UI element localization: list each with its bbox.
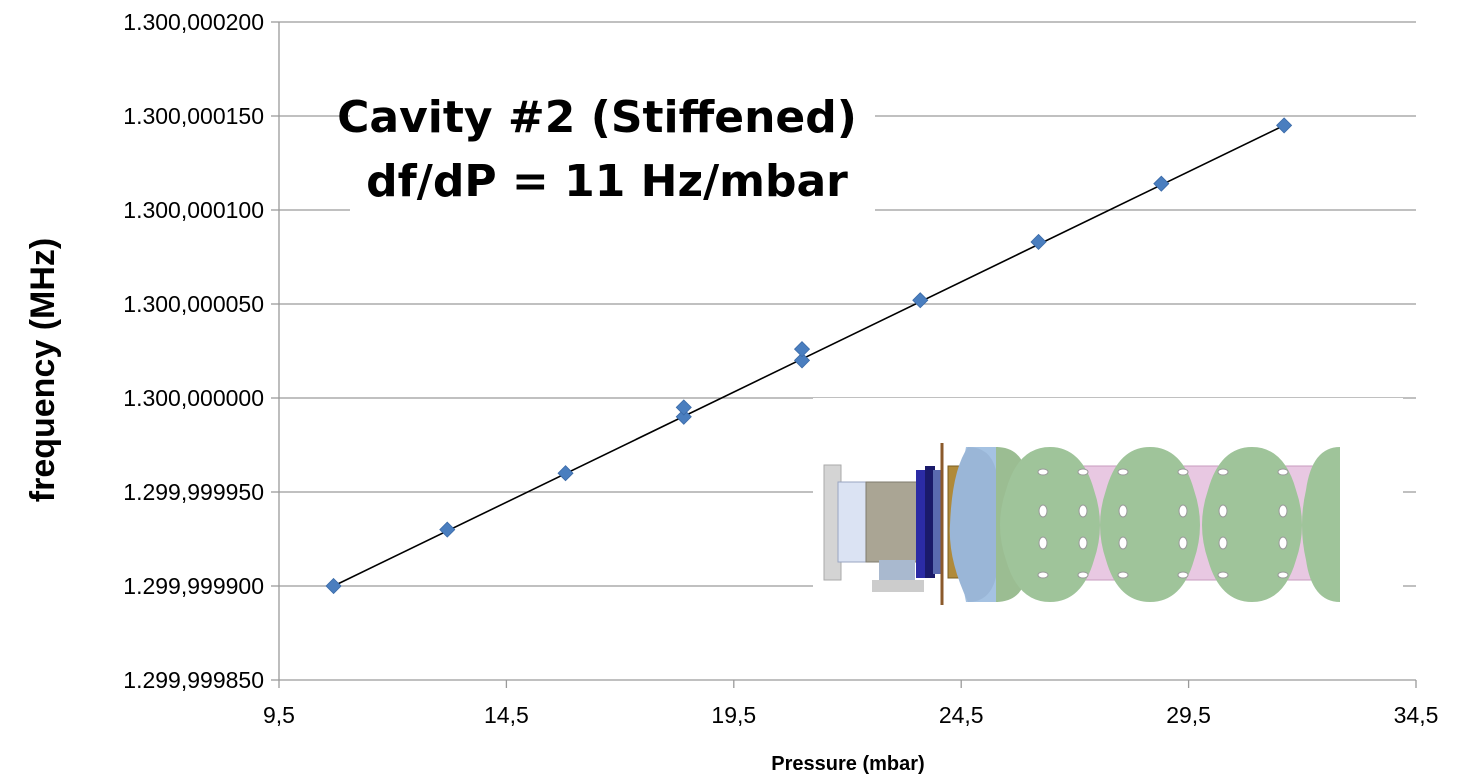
y-tick-labels: 1.299,999850 1.299,999900 1.299,999950 1.30… bbox=[123, 9, 264, 693]
data-point bbox=[439, 521, 456, 538]
x-tick-labels: 9,5 14,5 19,5 24,5 29,5 34,5 bbox=[263, 702, 1438, 728]
axes bbox=[271, 21, 1417, 688]
data-point bbox=[793, 341, 811, 358]
data-point bbox=[557, 465, 574, 482]
x-tick-label: 9,5 bbox=[263, 702, 295, 728]
data-points bbox=[325, 117, 1293, 595]
x-tick-label: 24,5 bbox=[939, 702, 984, 728]
y-tick-label: 1.299,999850 bbox=[123, 667, 264, 693]
x-axis-title: Pressure (mbar) bbox=[771, 753, 924, 775]
data-point bbox=[1276, 117, 1293, 134]
x-tick-label: 14,5 bbox=[484, 702, 529, 728]
y-tick-label: 1.300,000000 bbox=[123, 385, 264, 411]
chart-subtitle: df/dP = 11 Hz/mbar bbox=[366, 156, 848, 207]
y-tick-label: 1.300,000050 bbox=[123, 291, 264, 317]
y-axis-title: frequency (MHz) bbox=[24, 238, 62, 502]
data-point bbox=[675, 399, 692, 416]
x-tick-label: 34,5 bbox=[1394, 702, 1439, 728]
cavity-illustration bbox=[813, 398, 1403, 618]
trendline-group bbox=[333, 124, 1285, 587]
title-box bbox=[350, 80, 875, 212]
chart-title: Cavity #2 (Stiffened) bbox=[337, 92, 857, 143]
y-tick-label: 1.299,999900 bbox=[123, 573, 264, 599]
y-tick-label: 1.300,000150 bbox=[123, 103, 264, 129]
data-point bbox=[1153, 175, 1170, 192]
data-point bbox=[325, 577, 342, 595]
data-point bbox=[793, 352, 811, 369]
data-point bbox=[675, 408, 692, 425]
data-point bbox=[1030, 233, 1047, 251]
trendline bbox=[333, 124, 1285, 587]
x-tick-label: 29,5 bbox=[1166, 702, 1211, 728]
x-tick-label: 19,5 bbox=[711, 702, 756, 728]
data-point bbox=[912, 292, 929, 309]
y-tick-label: 1.300,000200 bbox=[123, 9, 264, 35]
y-tick-label: 1.299,999950 bbox=[123, 479, 264, 505]
y-tick-label: 1.300,000100 bbox=[123, 197, 264, 223]
